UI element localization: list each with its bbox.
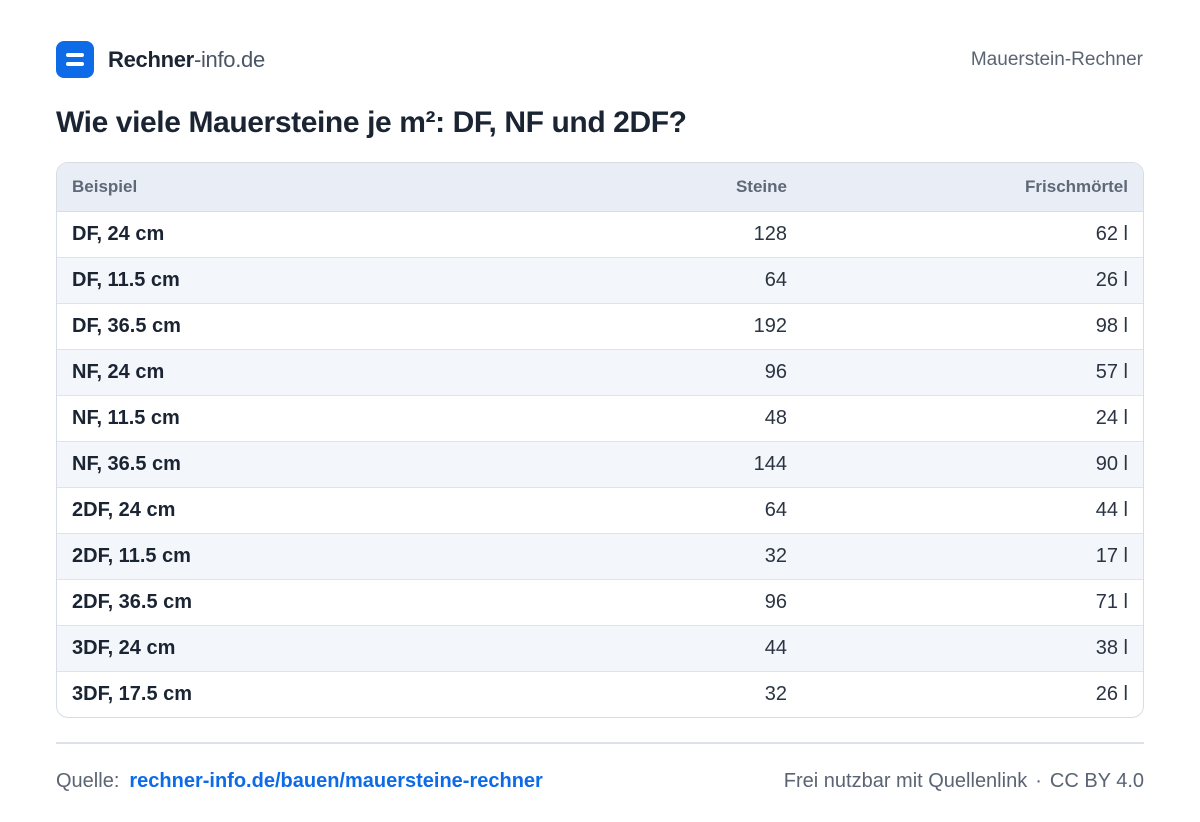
table-row: NF, 24 cm 96 57 l	[57, 349, 1143, 396]
source-block: Quelle: rechner-info.de/bauen/mauersteine…	[56, 770, 543, 793]
cell-beispiel: 2DF, 11.5 cm	[57, 533, 477, 580]
brand-name: Rechner-info.de	[108, 47, 265, 73]
cell-steine: 32	[477, 533, 802, 580]
table-row: NF, 11.5 cm 48 24 l	[57, 395, 1143, 442]
cell-beispiel: NF, 24 cm	[57, 349, 477, 396]
license-text: Frei nutzbar mit Quellenlink	[783, 769, 1028, 792]
cell-frischmoertel: 26 l	[1095, 682, 1128, 705]
cell-beispiel: 2DF, 24 cm	[57, 487, 477, 534]
cell-steine: 96	[477, 579, 802, 626]
cell-beispiel: NF, 36.5 cm	[57, 441, 477, 488]
cell-steine: 48	[477, 395, 802, 442]
header-section-label: Mauerstein-Rechner	[970, 48, 1143, 70]
data-table: Beispiel Steine Frischmörtel DF, 24 cm 1…	[56, 162, 1144, 718]
calculator-logo-icon	[56, 41, 94, 78]
cell-beispiel: DF, 11.5 cm	[57, 257, 477, 304]
separator-dot: ·	[1035, 769, 1042, 792]
table-header-row: Beispiel Steine Frischmörtel	[57, 163, 1143, 212]
cell-beispiel: DF, 36.5 cm	[57, 303, 477, 350]
brand[interactable]: Rechner-info.de	[56, 41, 265, 78]
page-title: Wie viele Mauersteine je m²: DF, NF und …	[56, 106, 687, 139]
source-link[interactable]: rechner-info.de/bauen/mauersteine-rechne…	[129, 769, 543, 792]
cell-steine: 64	[477, 257, 802, 304]
cell-steine: 32	[764, 682, 787, 705]
cell-steine: 64	[477, 487, 802, 534]
column-header-steine: Steine	[477, 163, 802, 212]
cell-steine: 192	[477, 303, 802, 350]
table-row: 2DF, 36.5 cm 96 71 l	[57, 579, 1143, 626]
cell-beispiel: NF, 11.5 cm	[57, 395, 477, 442]
cell-steine: 44	[477, 625, 802, 672]
footer-divider	[56, 742, 1144, 744]
table-row: 2DF, 24 cm 64 44 l	[57, 487, 1143, 534]
cell-frischmoertel: 38 l	[802, 625, 1143, 672]
cell-beispiel: 3DF, 17.5 cm	[72, 682, 193, 705]
table-row: DF, 36.5 cm 192 98 l	[57, 303, 1143, 350]
cell-frischmoertel: 71 l	[802, 579, 1143, 626]
table-row: DF, 24 cm 128 62 l	[57, 211, 1143, 258]
cell-steine: 128	[477, 211, 802, 258]
table-row: 2DF, 11.5 cm 32 17 l	[57, 533, 1143, 580]
table-row: DF, 11.5 cm 64 26 l	[57, 257, 1143, 304]
column-header-frischmoertel: Frischmörtel	[802, 163, 1143, 212]
license-badge: CC BY 4.0	[1049, 769, 1144, 792]
cell-frischmoertel: 24 l	[802, 395, 1143, 442]
site-header: Rechner-info.de Mauerstein-Rechner	[56, 41, 1143, 78]
cell-beispiel: 2DF, 36.5 cm	[57, 579, 477, 626]
source-label: Quelle:	[56, 769, 120, 792]
table-row: 3DF, 24 cm 44 38 l	[57, 625, 1143, 672]
table-row: NF, 36.5 cm 144 90 l	[57, 441, 1143, 488]
brand-name-bold: Rechner	[108, 46, 194, 72]
brand-name-rest: -info.de	[193, 46, 265, 72]
table-row: 3DF, 17.5 cm 32 26 l	[57, 671, 1143, 717]
cell-frischmoertel: 44 l	[802, 487, 1143, 534]
license-block: Frei nutzbar mit Quellenlink · CC BY 4.0	[784, 770, 1144, 793]
cell-frischmoertel: 57 l	[802, 349, 1143, 396]
cell-frischmoertel: 26 l	[802, 257, 1143, 304]
footer: Quelle: rechner-info.de/bauen/mauersteine…	[56, 768, 1144, 794]
cell-frischmoertel: 90 l	[802, 441, 1143, 488]
cell-frischmoertel: 62 l	[802, 211, 1143, 258]
cell-steine: 96	[477, 349, 802, 396]
column-header-beispiel: Beispiel	[57, 163, 477, 212]
cell-beispiel: DF, 24 cm	[57, 211, 477, 258]
cell-frischmoertel: 98 l	[802, 303, 1143, 350]
cell-beispiel: 3DF, 24 cm	[57, 625, 477, 672]
cell-frischmoertel: 17 l	[802, 533, 1143, 580]
cell-steine: 144	[477, 441, 802, 488]
